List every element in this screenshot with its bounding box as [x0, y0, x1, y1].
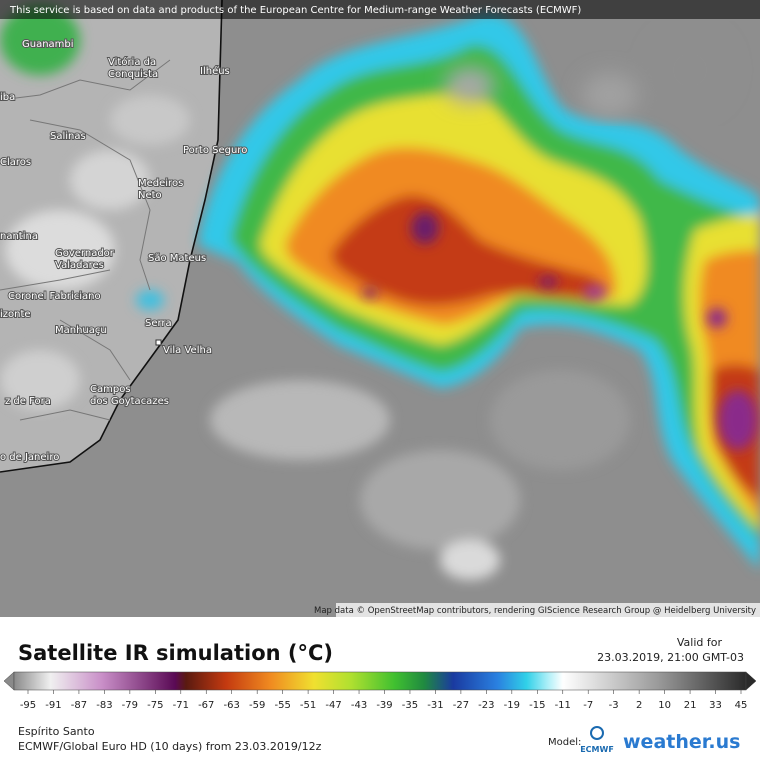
place-label: Neto	[138, 190, 162, 201]
scale-label: -35	[402, 700, 418, 711]
scale-label: -47	[325, 700, 341, 711]
ecmwf-icon	[590, 726, 604, 740]
city-marker	[155, 339, 162, 346]
place-label: Manhuaçu	[55, 325, 107, 336]
scale-label: -7	[583, 700, 593, 711]
brand: weather.us	[623, 731, 740, 753]
scale-label: -87	[71, 700, 87, 711]
valid-label: Valid for	[677, 636, 723, 649]
place-label: iba	[0, 92, 15, 103]
scale-label: -15	[529, 700, 545, 711]
scale-label: -23	[478, 700, 494, 711]
place-label: Valadares	[55, 260, 104, 271]
scale-label: -27	[453, 700, 469, 711]
scale-label: -95	[20, 700, 36, 711]
cloud-holes	[445, 30, 730, 117]
scale-label: -91	[45, 700, 61, 711]
region: Espírito Santo	[18, 725, 95, 738]
place-label: dos Goytacazes	[90, 396, 169, 407]
land-clouds	[0, 5, 190, 410]
place-label: São Mateus	[148, 253, 206, 264]
scale-label: -51	[300, 700, 316, 711]
state-borders	[0, 59, 171, 421]
scale-label: -11	[555, 700, 571, 711]
place-label: Vitória da	[108, 56, 156, 68]
scale-label: 45	[735, 700, 748, 711]
scale-label: -75	[147, 700, 163, 711]
scale-label: -59	[249, 700, 265, 711]
color-scale	[13, 671, 747, 691]
place-label: Ilhéus	[200, 65, 230, 77]
coldest-tops	[362, 212, 758, 450]
ecmwf-notice: This service is based on data and produc…	[9, 5, 581, 16]
attribution-bar	[336, 603, 760, 617]
scale-label: -43	[351, 700, 367, 711]
scale-label: -67	[198, 700, 214, 711]
place-label: Salinas	[50, 131, 86, 142]
attribution: Map data © OpenStreetMap contributors, r…	[314, 606, 756, 616]
ecmwf-logo: ECMWF	[580, 745, 614, 754]
coastline	[0, 0, 223, 473]
scale-label: -3	[609, 700, 619, 711]
ocean-clouds	[210, 370, 630, 580]
scale-label: 21	[684, 700, 697, 711]
scale-label: -55	[274, 700, 290, 711]
place-label: Vila Velha	[163, 345, 212, 356]
place-label: Coronel Fabriciano	[8, 291, 101, 302]
product-title: Satellite IR simulation (°C)	[18, 641, 333, 665]
place-label: o de Janeiro	[0, 452, 59, 463]
scale-label: 2	[636, 700, 642, 711]
model-label: Model:	[548, 737, 581, 748]
scale-arrow-left	[3, 671, 15, 691]
scale-label: -31	[427, 700, 443, 711]
scale-label: -63	[224, 700, 240, 711]
scale-label: -39	[376, 700, 392, 711]
legend-panel: Satellite IR simulation (°C) Valid for 2…	[3, 636, 757, 754]
place-label: Serra	[145, 318, 172, 329]
valid-time: 23.03.2019, 21:00 GMT-03	[597, 651, 744, 664]
place-label: Campos	[90, 384, 131, 395]
scale-label: -79	[122, 700, 138, 711]
scale-ticks: -95 -91 -87 -83 -79 -75 -71 -67 -63 -59 -55 -51 -47-…	[20, 690, 748, 711]
notice-bar	[0, 0, 760, 19]
place-label: izonte	[0, 309, 31, 320]
scale-label: -83	[96, 700, 112, 711]
place-label: Guanambi	[22, 39, 74, 50]
scale-label: -19	[504, 700, 520, 711]
place-label: Porto Seguro	[183, 145, 247, 156]
scale-label: -71	[173, 700, 189, 711]
scale-label: 33	[709, 700, 722, 711]
place-label: z de Fora	[5, 396, 51, 407]
place-label: nantina	[0, 231, 38, 242]
place-label: Conquista	[108, 69, 158, 80]
scale-arrow-right	[745, 671, 757, 691]
place-label: Claros	[0, 157, 31, 168]
place-label: Governador	[55, 248, 115, 259]
model-run: ECMWF/Global Euro HD (10 days) from 23.0…	[18, 740, 322, 753]
scale-label: 10	[658, 700, 671, 711]
place-label: Medeiros	[138, 178, 183, 189]
